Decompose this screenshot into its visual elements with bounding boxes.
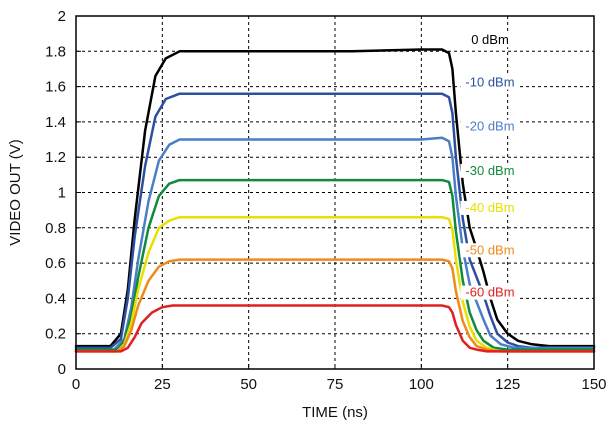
series-label-background xyxy=(460,75,520,90)
y-tick-label: 0.6 xyxy=(45,255,66,272)
y-axis-title: VIDEO OUT (V) xyxy=(7,139,24,245)
series-label-background xyxy=(468,33,512,48)
x-axis-ticks: 0 25 50 75 100 125 150 xyxy=(72,364,607,393)
x-tick-label: 75 xyxy=(327,376,344,393)
series-labels: 0 dBm -10 dBm -20 dBm -30 dBm -40 dBm -50 dBm… xyxy=(460,32,520,300)
x-tick-label: 100 xyxy=(409,376,434,393)
y-axis-ticks: 0 0.2 0.4 0.6 0.8 1 1.2 1.4 1.6 1.8 2 xyxy=(45,8,81,378)
series-label: -20 dBm xyxy=(465,119,514,134)
series-label-background xyxy=(460,119,520,134)
series-line xyxy=(74,215,596,353)
x-tick-label: 125 xyxy=(495,376,520,393)
x-tick-label: 0 xyxy=(72,376,80,393)
y-tick-label: 1.4 xyxy=(45,114,66,131)
series-label-background xyxy=(460,285,520,300)
series-label: -50 dBm xyxy=(465,242,514,257)
y-tick-label: 1.6 xyxy=(45,79,66,96)
series-label-background xyxy=(460,200,520,215)
series-label: -60 dBm xyxy=(465,285,514,300)
y-tick-label: 0.4 xyxy=(45,290,66,307)
y-tick-label: 0.2 xyxy=(45,326,66,343)
series-lines xyxy=(74,48,596,353)
series-label: -30 dBm xyxy=(465,163,514,178)
x-axis-title: TIME (ns) xyxy=(302,404,368,421)
series-line xyxy=(74,48,596,348)
y-tick-label: 0.8 xyxy=(45,220,66,237)
y-tick-label: 0 xyxy=(58,361,66,378)
series-line xyxy=(74,136,596,351)
y-tick-label: 1 xyxy=(58,185,66,202)
series-line xyxy=(74,304,596,353)
series-line xyxy=(74,258,596,353)
series-label-background xyxy=(460,243,520,258)
x-tick-label: 150 xyxy=(581,376,606,393)
series-line xyxy=(74,178,596,351)
series-label: -40 dBm xyxy=(465,200,514,215)
x-tick-label: 25 xyxy=(154,376,171,393)
y-tick-label: 2 xyxy=(58,8,66,25)
x-tick-label: 50 xyxy=(240,376,257,393)
series-line xyxy=(74,92,596,350)
series-label: -10 dBm xyxy=(465,75,514,90)
grid xyxy=(76,16,594,369)
series-label: 0 dBm xyxy=(471,32,509,47)
y-tick-label: 1.8 xyxy=(45,43,66,60)
series-label-background xyxy=(460,163,520,178)
y-tick-label: 1.2 xyxy=(45,149,66,166)
